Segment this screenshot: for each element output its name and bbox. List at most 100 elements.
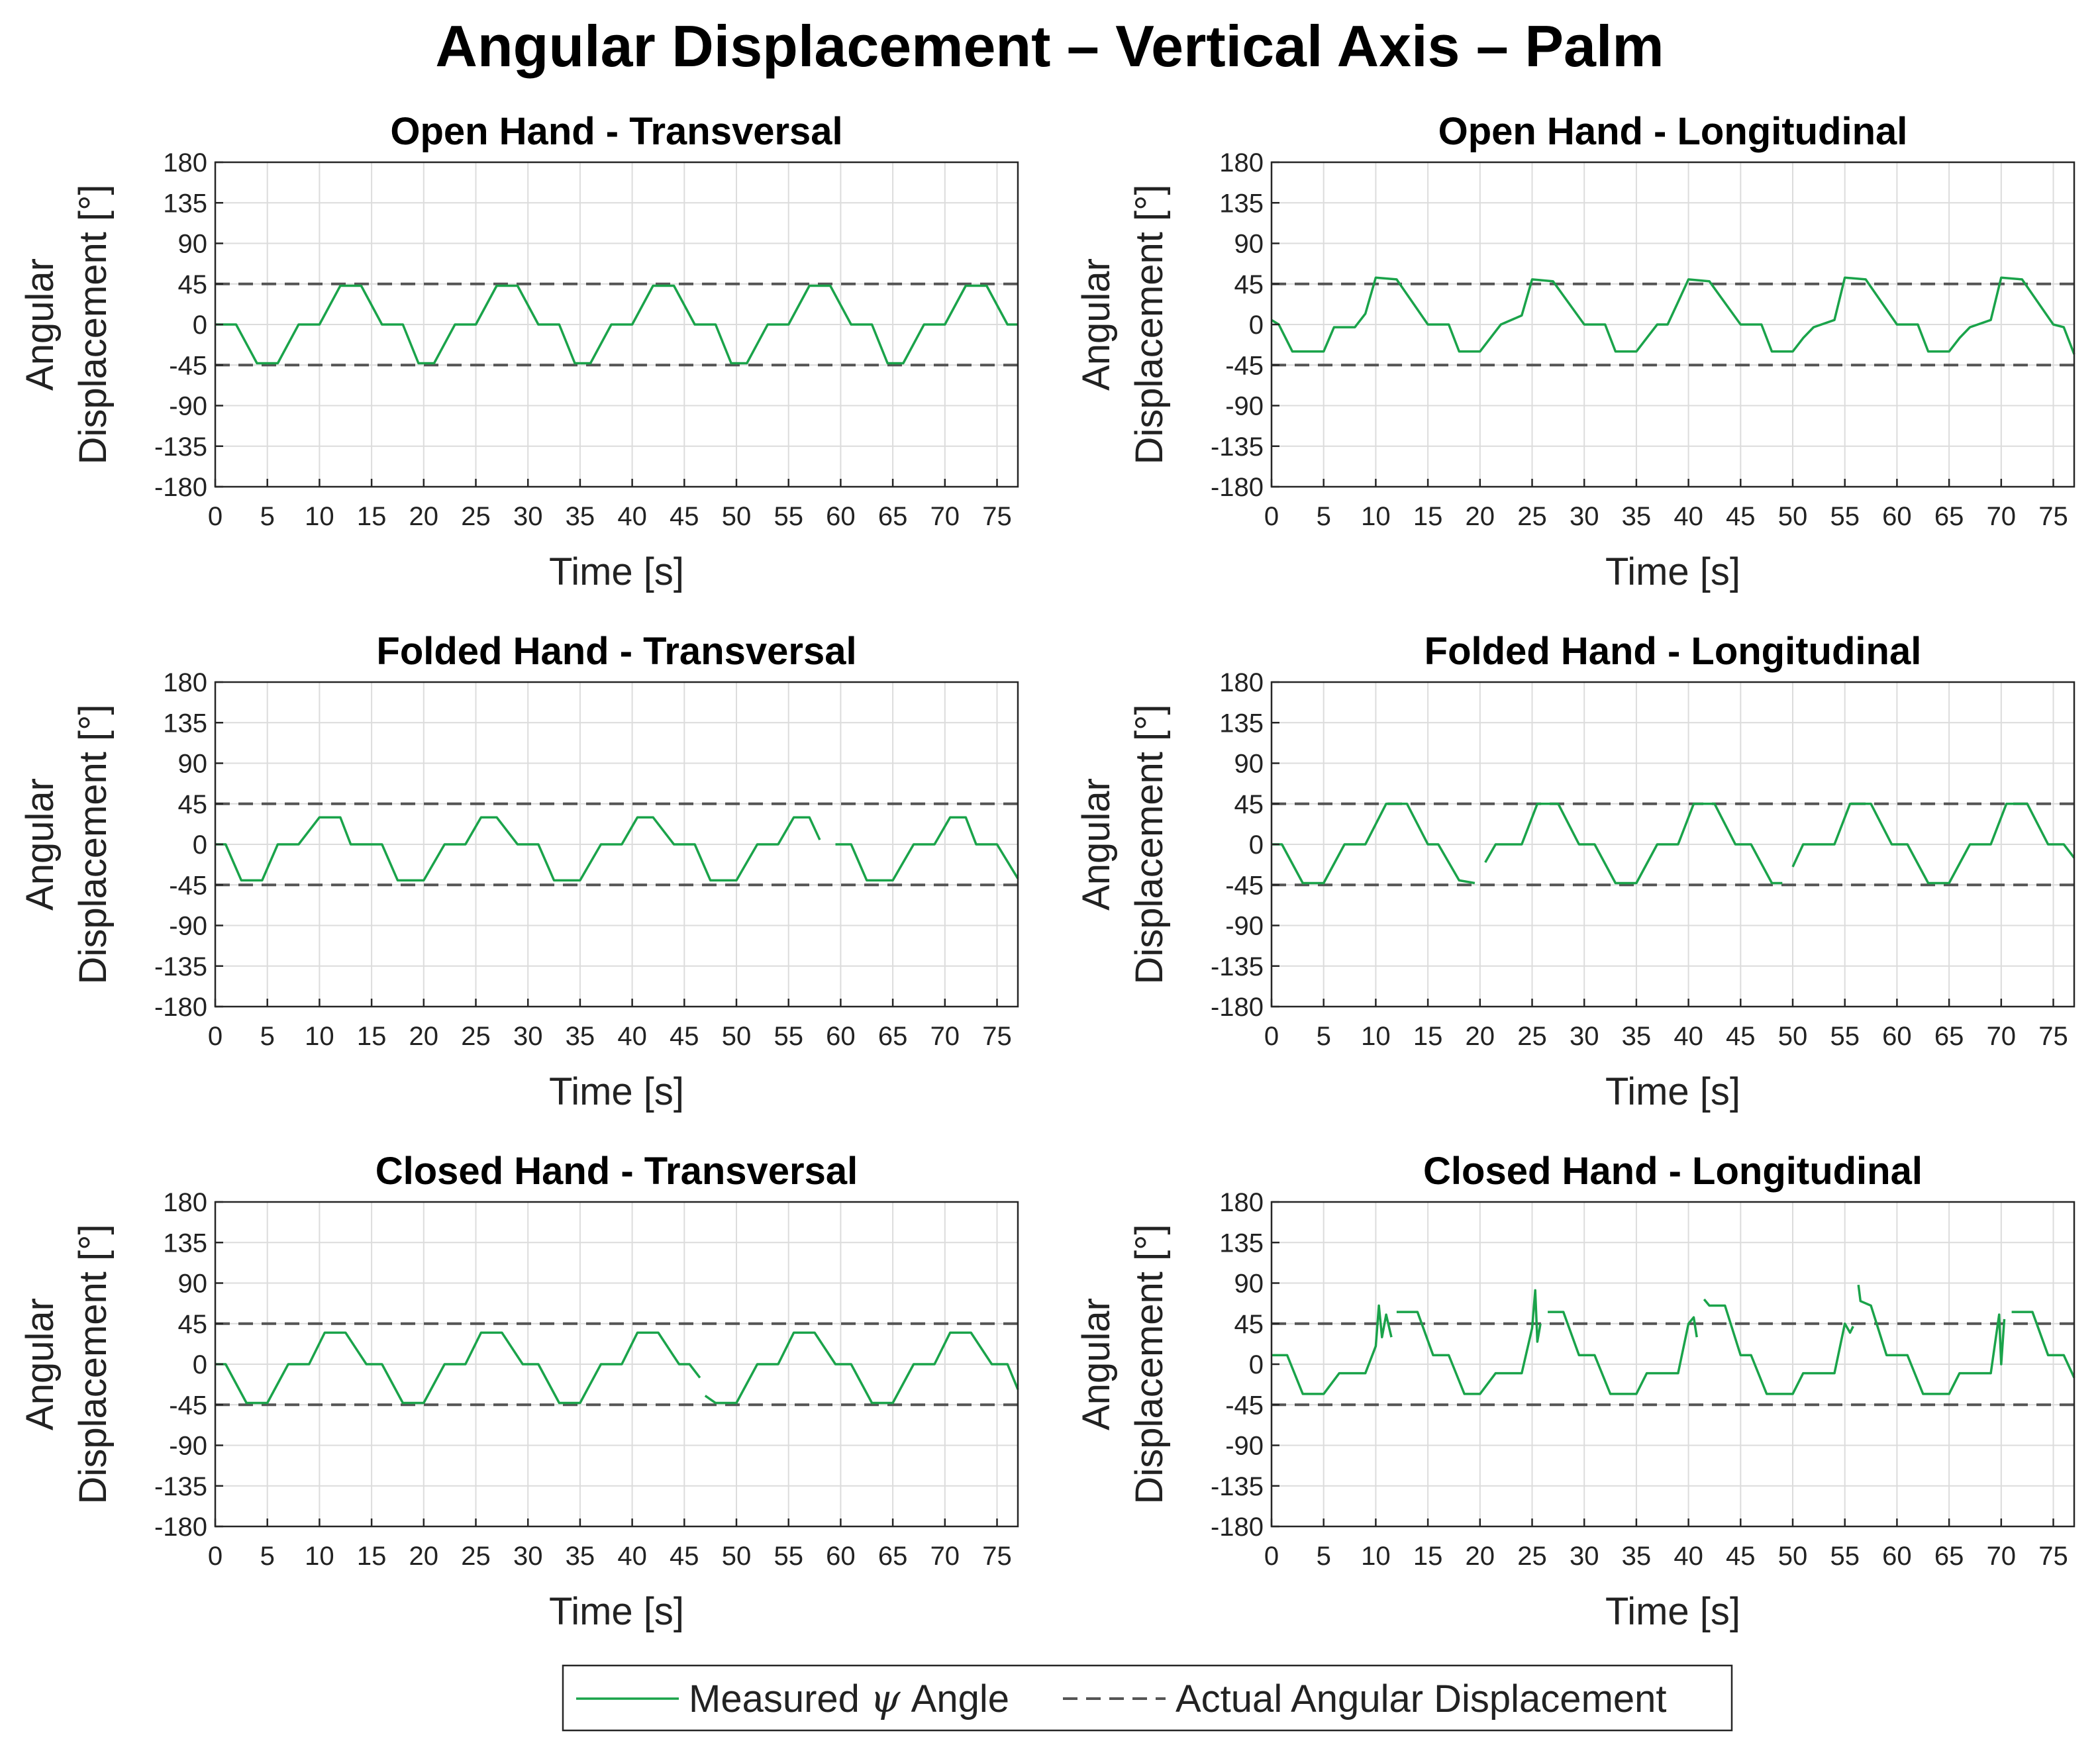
x-tick-label: 60 xyxy=(826,1022,856,1051)
legend: Measured ψ Angle Actual Angular Displace… xyxy=(562,1664,1733,1732)
x-tick-label: 20 xyxy=(1466,1542,1495,1571)
y-tick-label: 45 xyxy=(178,270,208,299)
y-tick-label: -90 xyxy=(1225,1432,1264,1461)
legend-psi-symbol: ψ xyxy=(870,1676,901,1721)
x-tick-label: 40 xyxy=(617,502,647,531)
y-axis-label-line2: Displacement [°] xyxy=(72,1224,115,1505)
subplot-title: Closed Hand - Transversal xyxy=(375,1150,858,1193)
y-tick-label: 45 xyxy=(178,790,208,819)
y-tick-label: -180 xyxy=(1211,473,1264,502)
x-tick-label: 25 xyxy=(1517,502,1547,531)
x-tick-label: 10 xyxy=(305,1542,334,1571)
subplot-3: 0 5 10 15 20 25 30 35 40 45 50 55 60 65 70 75 180 135 90 45… xyxy=(19,630,1019,1113)
x-tick-label: 5 xyxy=(1317,1022,1331,1051)
y-axis-label-line2: Displacement [°] xyxy=(1128,185,1171,465)
y-tick-label: -135 xyxy=(154,1472,207,1501)
x-tick-label: 70 xyxy=(1987,1542,2017,1571)
x-tick-label: 0 xyxy=(1264,1542,1279,1571)
measured-psi-line xyxy=(1548,1311,1698,1395)
subplot-4: 0 5 10 15 20 25 30 35 40 45 50 55 60 65 70 75 180 135 90 45… xyxy=(1075,630,2075,1113)
legend-actual-label: Actual Angular Displacement xyxy=(1175,1677,1667,1720)
measured-psi-line xyxy=(1271,276,2075,355)
x-tick-label: 25 xyxy=(461,1542,491,1571)
y-tick-label: -90 xyxy=(169,912,207,941)
x-tick-label: 5 xyxy=(1317,502,1331,531)
y-tick-label: 135 xyxy=(1219,189,1264,218)
y-tick-label: 180 xyxy=(1219,148,1264,177)
x-tick-label: 45 xyxy=(1726,1542,1756,1571)
subplot-title: Open Hand - Longitudinal xyxy=(1438,110,1908,153)
y-tick-label: -180 xyxy=(154,473,207,502)
legend-measured-suffix: Angle xyxy=(901,1677,1009,1720)
y-tick-label: -180 xyxy=(154,1513,207,1542)
x-tick-label: 30 xyxy=(513,1022,543,1051)
x-tick-label: 30 xyxy=(1570,502,1599,531)
measured-psi-line xyxy=(215,816,821,882)
x-axis-label: Time [s] xyxy=(549,1590,684,1633)
y-tick-label: -45 xyxy=(1225,871,1264,900)
y-tick-label: -180 xyxy=(1211,1513,1264,1542)
x-tick-label: 20 xyxy=(409,1022,439,1051)
y-tick-label: 45 xyxy=(1234,270,1264,299)
y-tick-label: -135 xyxy=(1211,952,1264,981)
y-tick-label: 135 xyxy=(163,1228,207,1258)
subplot-title: Folded Hand - Longitudinal xyxy=(1425,630,1922,673)
x-tick-label: 45 xyxy=(670,502,699,531)
figure-title: Angular Displacement – Vertical Axis – P… xyxy=(435,13,1664,79)
y-tick-label: 180 xyxy=(163,148,207,177)
y-axis-label-line1: Angular xyxy=(19,1298,62,1430)
x-axis-label: Time [s] xyxy=(549,550,684,593)
x-tick-label: 50 xyxy=(1778,502,1808,531)
x-axis-label: Time [s] xyxy=(1605,550,1740,593)
x-tick-label: 10 xyxy=(1361,1022,1391,1051)
measured-psi-line xyxy=(1272,803,1475,885)
x-tick-label: 30 xyxy=(513,1542,543,1571)
x-tick-label: 5 xyxy=(260,502,275,531)
x-tick-label: 15 xyxy=(357,502,387,531)
x-tick-label: 50 xyxy=(1778,1022,1808,1051)
x-tick-label: 55 xyxy=(1830,502,1860,531)
x-tick-label: 30 xyxy=(1570,1022,1599,1051)
subplot-title: Folded Hand - Transversal xyxy=(376,630,856,673)
x-tick-label: 30 xyxy=(1570,1542,1599,1571)
y-tick-label: 0 xyxy=(1249,830,1264,860)
measured-psi-line xyxy=(1791,803,2075,885)
x-tick-label: 65 xyxy=(878,1542,908,1571)
x-tick-label: 30 xyxy=(513,502,543,531)
x-tick-label: 5 xyxy=(260,1542,275,1571)
y-tick-label: 45 xyxy=(178,1310,208,1339)
x-tick-label: 35 xyxy=(566,502,595,531)
x-tick-label: 75 xyxy=(2038,502,2068,531)
measured-psi-line xyxy=(2011,1311,2075,1379)
x-tick-label: 40 xyxy=(617,1542,647,1571)
y-tick-label: 90 xyxy=(1234,1270,1264,1299)
y-tick-label: -135 xyxy=(1211,432,1264,462)
x-tick-label: 15 xyxy=(1413,1542,1443,1571)
y-tick-label: 0 xyxy=(193,830,207,860)
measured-psi-line xyxy=(1484,803,1783,885)
measured-psi-line xyxy=(1703,1298,1854,1395)
subplot-grid: 0 5 10 15 20 25 30 35 40 45 50 55 60 65 70 751801359045… xyxy=(19,110,2075,1633)
legend-measured-label: Measured ψ Angle xyxy=(689,1676,1009,1721)
x-tick-label: 25 xyxy=(461,502,491,531)
legend-box xyxy=(562,1664,1733,1732)
x-tick-label: 65 xyxy=(1934,1542,1964,1571)
y-tick-label: -45 xyxy=(169,871,207,900)
subplot-5: 0 5 10 15 20 25 30 35 40 45 50 55 60 65 70 75 180 135 90 45… xyxy=(19,1150,1019,1633)
y-axis-label-line1: Angular xyxy=(19,258,62,391)
x-tick-label: 40 xyxy=(1674,502,1703,531)
subplot-2: 0 5 10 15 20 25 30 35 40 45 50 55 60 65 70 75 180 135 90 45… xyxy=(1075,110,2075,593)
x-tick-label: 35 xyxy=(566,1022,595,1051)
x-tick-label: 40 xyxy=(1674,1542,1703,1571)
y-axis-label-line1: Angular xyxy=(1075,258,1118,391)
x-tick-label: 0 xyxy=(1264,502,1279,531)
x-tick-label: 70 xyxy=(930,1022,960,1051)
y-tick-label: 90 xyxy=(178,750,208,779)
measured-psi-line xyxy=(215,284,1018,365)
x-tick-label: 0 xyxy=(208,1022,223,1051)
x-tick-label: 55 xyxy=(774,1022,803,1051)
x-tick-label: 10 xyxy=(1361,1542,1391,1571)
y-tick-label: 180 xyxy=(163,1188,207,1217)
x-tick-label: 50 xyxy=(722,502,752,531)
